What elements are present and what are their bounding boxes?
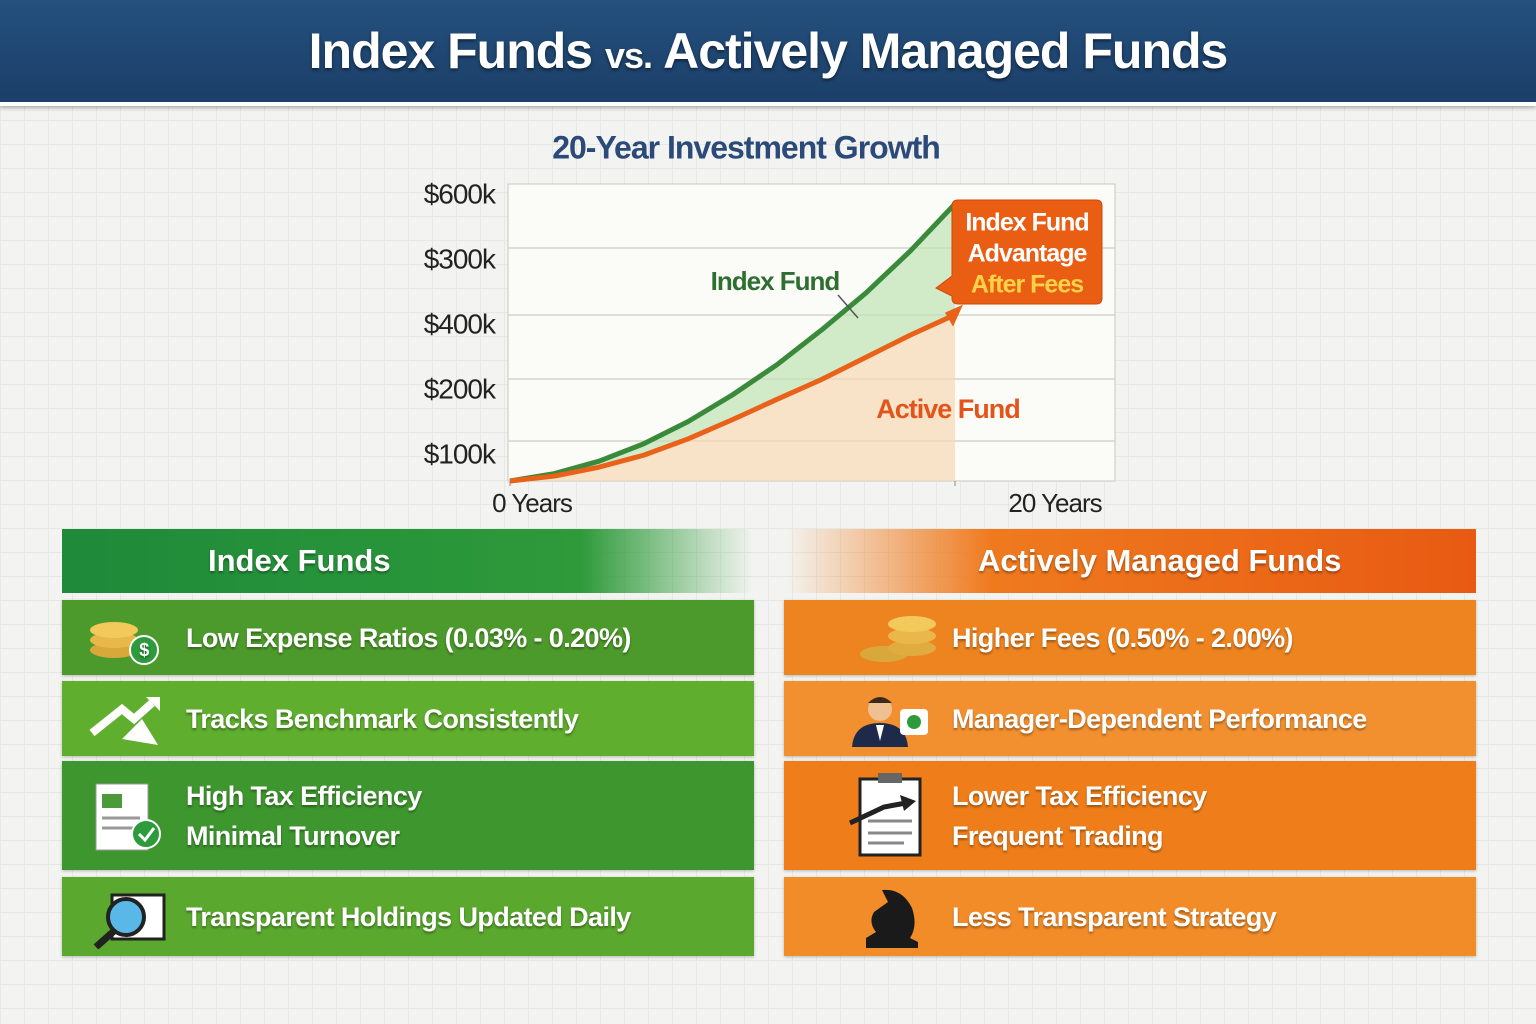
x-tick-label: 20 Years: [1008, 488, 1102, 518]
arrowhead: [945, 304, 963, 327]
text: Higher Fees (0.50% - 2.00%): [952, 622, 1294, 653]
row: $ Low Expense Ratios (0.03% - 0.20%): [62, 600, 754, 675]
title: Index Funds: [308, 23, 593, 79]
header: Index Funds vs. Actively Managed Funds: [0, 0, 1536, 106]
title: Actively Managed Funds: [663, 23, 1228, 79]
text: Less Transparent Strategy: [952, 901, 1277, 932]
icon: [848, 772, 922, 856]
text: Low Expense Ratios (0.03% - 0.20%): [186, 622, 631, 653]
series-label: Active Fund: [876, 394, 1020, 424]
row: Lower Tax Efficiency Frequent Trading: [784, 761, 1476, 870]
row-text: Low Expense Ratios (0.03% - 0.20%): [186, 618, 631, 658]
row-text: Manager-Dependent Performance: [952, 699, 1367, 739]
icon: [866, 889, 918, 948]
row: Less Transparent Strategy: [784, 877, 1476, 956]
area: [510, 203, 955, 482]
y-tick-label: $600k: [424, 178, 497, 209]
text: High Tax Efficiency: [186, 780, 422, 811]
text: Tracks Benchmark Consistently: [186, 703, 579, 734]
icon: [95, 783, 161, 850]
title: vs.: [605, 35, 653, 76]
annotation: Advantage: [968, 240, 1088, 268]
leader: [837, 294, 859, 319]
row: Tracks Benchmark Consistently: [62, 681, 754, 756]
area: [510, 314, 955, 481]
text: Lower Tax Efficiency: [952, 780, 1207, 811]
svg-text:$: $: [139, 640, 149, 660]
row-text: Lower Tax Efficiency Frequent Trading: [952, 776, 1207, 856]
icon: $: [90, 621, 159, 665]
y-tick-label: $400k: [424, 308, 497, 339]
text: Frequent Trading: [952, 820, 1164, 851]
row-text: Less Transparent Strategy: [952, 897, 1277, 937]
row-text: High Tax Efficiency Minimal Turnover: [186, 776, 422, 856]
callout: [935, 199, 1103, 305]
panel-heading: Actively Managed Funds: [784, 529, 1476, 593]
icon: [89, 696, 160, 745]
annotation: Index Fund: [965, 209, 1088, 237]
panel: Actively Managed Funds Higher Fees (0.50…: [784, 529, 1476, 956]
row-text: Transparent Holdings Updated Daily: [186, 897, 631, 937]
panel: Index Funds $ Low Expense Ratios (0.03% …: [62, 529, 754, 956]
line: [509, 202, 957, 484]
annotation: After Fees: [971, 271, 1083, 299]
series-label: Index Fund: [711, 266, 840, 296]
text: Transparent Holdings Updated Daily: [186, 901, 631, 932]
row-text: Higher Fees (0.50% - 2.00%): [952, 618, 1294, 658]
icon: [852, 696, 928, 747]
icon: [93, 893, 166, 949]
row: Higher Fees (0.50% - 2.00%): [784, 600, 1476, 675]
y-tick-label: $200k: [424, 373, 497, 404]
row-text: Tracks Benchmark Consistently: [186, 699, 579, 739]
text: Manager-Dependent Performance: [952, 703, 1367, 734]
chart-title: 20-Year Investment Growth: [552, 129, 940, 165]
row: Transparent Holdings Updated Daily: [62, 877, 754, 956]
line: [509, 312, 957, 484]
panel-heading: Index Funds: [62, 529, 754, 593]
y-tick-label: $300k: [424, 243, 497, 274]
row: High Tax Efficiency Minimal Turnover: [62, 761, 754, 870]
x-tick-label: 0 Years: [492, 488, 573, 518]
icon: [860, 615, 936, 662]
chart: 20-Year Investment Growth $600k $300k $400…: [424, 129, 1116, 518]
y-tick-label: $100k: [424, 438, 497, 469]
row: Manager-Dependent Performance: [784, 681, 1476, 756]
text: Minimal Turnover: [186, 820, 400, 851]
